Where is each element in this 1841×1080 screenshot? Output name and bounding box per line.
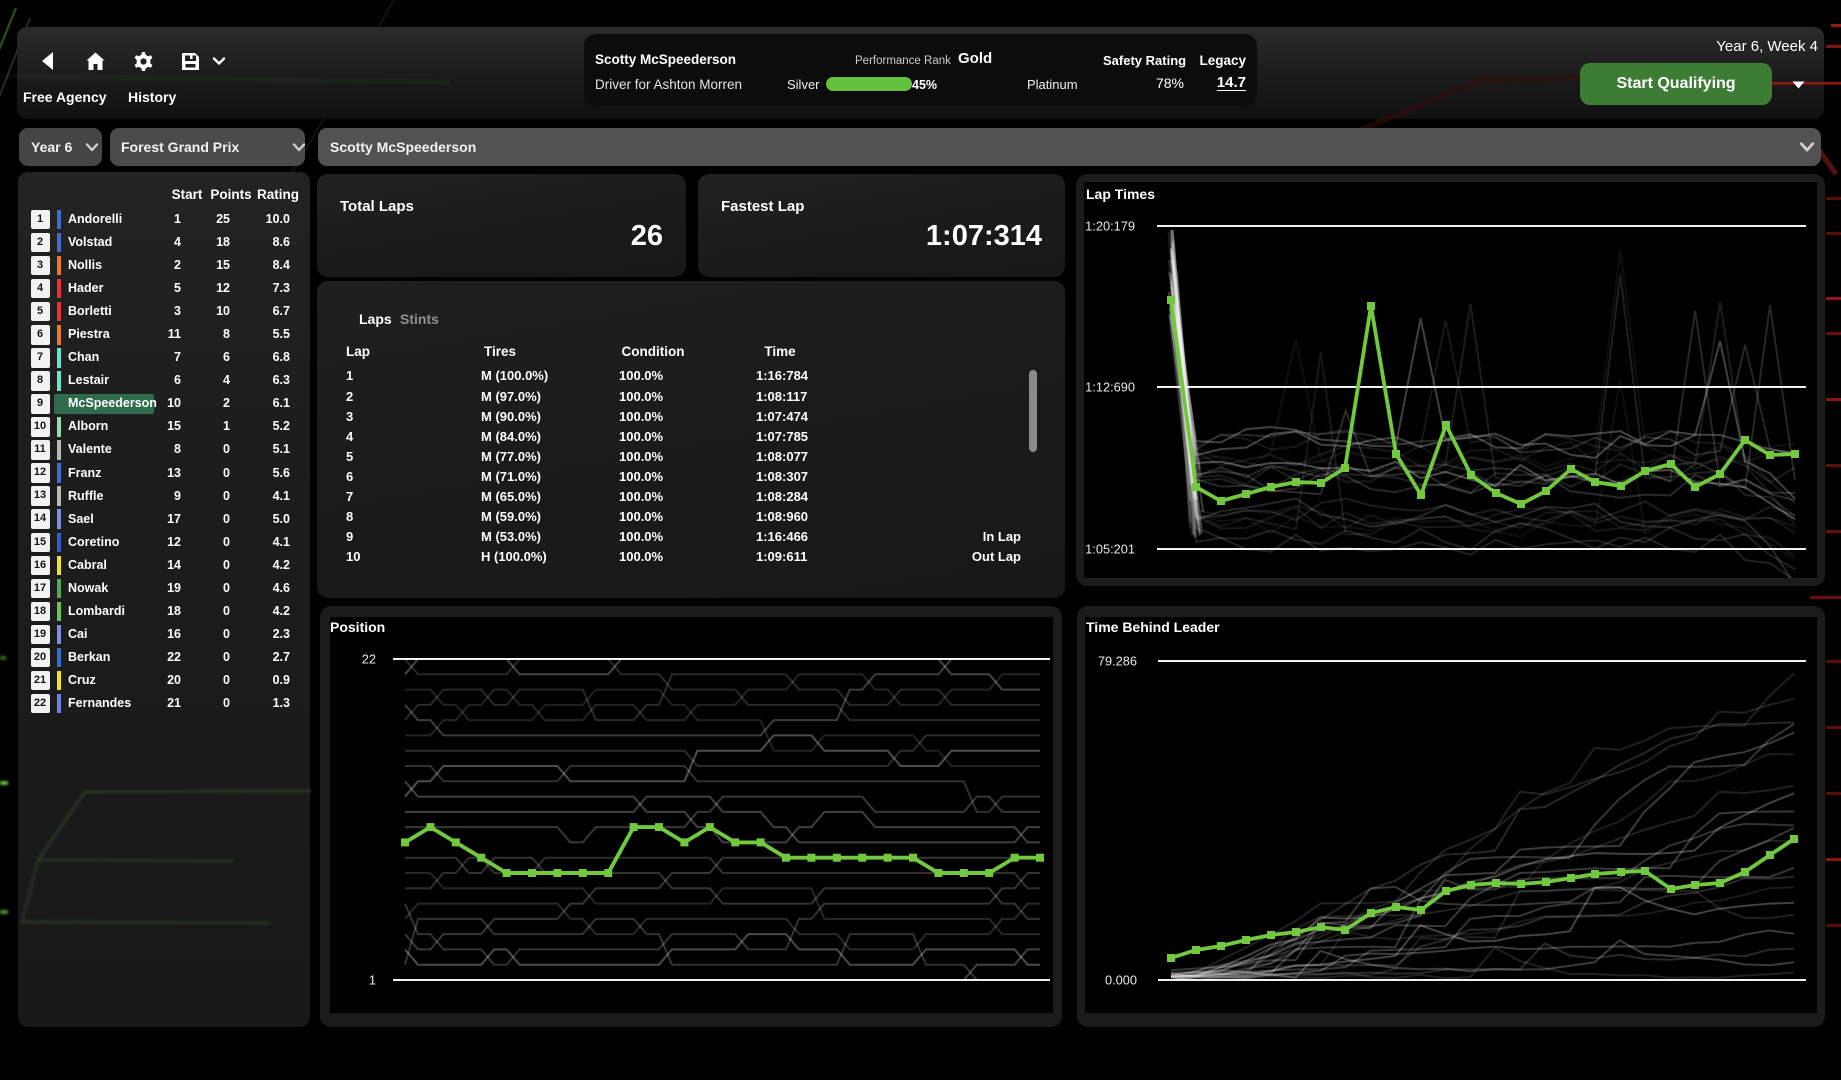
svg-text:1:05:201: 1:05:201 [1085, 542, 1135, 557]
svg-text:1:20:179: 1:20:179 [1085, 219, 1135, 234]
svg-text:79.286: 79.286 [1098, 654, 1137, 669]
svg-text:0.000: 0.000 [1105, 973, 1137, 988]
svg-text:1: 1 [369, 973, 376, 988]
svg-text:1:12:690: 1:12:690 [1085, 380, 1135, 395]
svg-text:22: 22 [362, 652, 376, 667]
